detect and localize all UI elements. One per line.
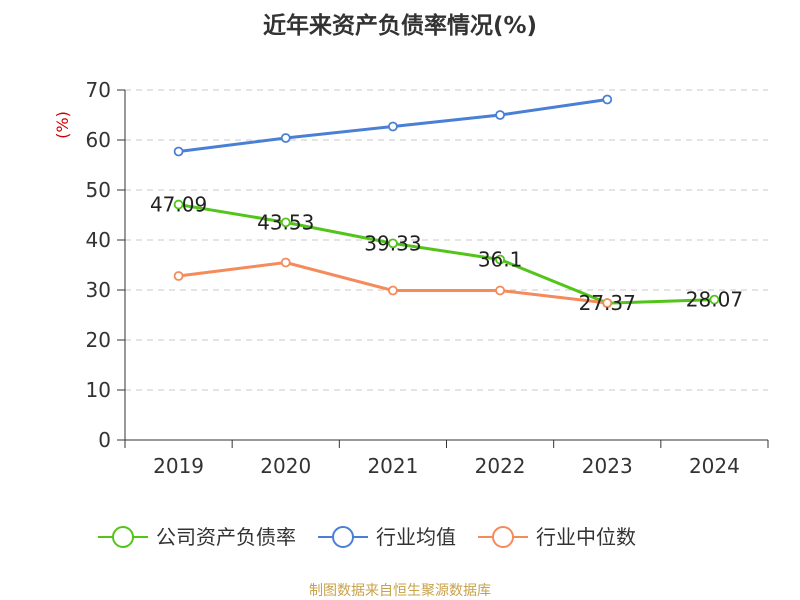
x-tick-label: 2019 [153,454,204,478]
data-point [495,254,505,265]
y-tick-label: 40 [86,228,111,252]
data-point [280,133,291,143]
data-label: 27.37 [579,291,636,315]
data-point [709,294,720,305]
axes: 0 10 20 30 40 50 60 70 2019 2020 2021 2022 2023 2024 (… [53,78,769,478]
data-labels: 47.09 43.53 39.33 36.1 27.37 28.07 [150,193,743,316]
data-label: 47.09 [150,193,207,217]
legend-label: 公司资产负债率 [156,525,296,549]
data-label: 39.33 [364,231,421,255]
y-axis-unit: (%) [53,111,72,139]
legend: 公司资产负债率 行业均值 行业中位数 [98,525,636,549]
y-tick-label: 50 [86,178,111,202]
x-tick-label: 2021 [367,454,418,478]
data-point [388,121,398,132]
data-point [602,298,613,308]
data-point [388,238,398,249]
y-tick-label: 60 [86,128,111,152]
x-tick-label: 2024 [689,454,740,478]
series-lines [173,94,720,309]
data-point [173,271,184,281]
legend-marker [112,526,134,548]
chart-title: 近年来资产负债率情况(%) [262,13,538,39]
x-tick-label: 2022 [475,454,526,478]
data-point [388,285,398,296]
series-line [178,261,608,305]
x-tick-label: 2020 [260,454,311,478]
legend-label: 行业均值 [376,525,456,549]
data-label: 36.1 [478,248,523,272]
data-point [173,199,184,210]
data-point [173,146,184,157]
data-point [280,217,291,228]
data-label: 28.07 [686,288,743,312]
legend-marker [492,526,514,548]
series-line [178,203,715,305]
legend-marker [332,526,354,548]
y-tick-label: 70 [86,78,111,102]
data-point [495,285,505,296]
data-point [602,94,613,105]
legend-label: 行业中位数 [536,525,636,549]
y-tick-label: 30 [86,278,111,302]
data-label: 43.53 [257,210,314,234]
y-tick-label: 0 [98,428,111,452]
y-tick-label: 10 [86,378,111,402]
grid-lines [125,89,768,391]
source-note: 制图数据来自恒生聚源数据库 [309,583,491,599]
data-point [495,110,505,120]
data-point [280,257,291,268]
y-tick-label: 20 [86,328,111,352]
x-tick-label: 2023 [582,454,633,478]
